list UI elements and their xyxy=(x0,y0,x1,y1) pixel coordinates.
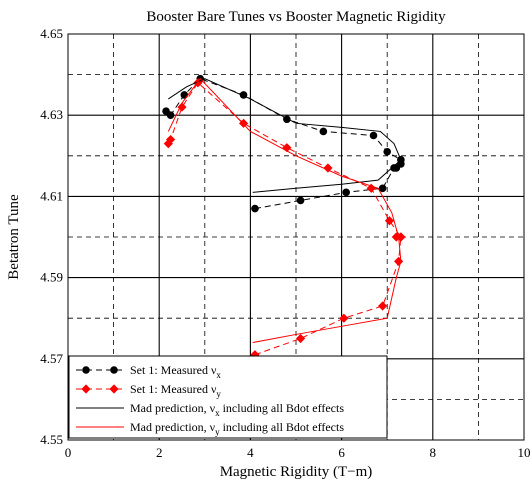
series-4 xyxy=(167,77,402,344)
data-point xyxy=(384,216,395,226)
x-tick-label: 2 xyxy=(156,445,163,460)
chart-title: Booster Bare Tunes vs Booster Magnetic R… xyxy=(146,9,446,25)
legend-entry: Mad prediction, νy including all Bdot ef… xyxy=(76,420,344,437)
data-point xyxy=(238,118,249,128)
x-tick-labels: 0 2 4 6 8 10 xyxy=(65,445,531,460)
data-point xyxy=(323,163,333,173)
data-point xyxy=(366,183,376,193)
series-1 xyxy=(162,74,405,213)
series-layer xyxy=(162,74,406,360)
data-point xyxy=(177,102,187,112)
y-tick-label: 4.59 xyxy=(40,270,63,285)
x-tick-label: 4 xyxy=(247,445,254,460)
y-tick-label: 4.55 xyxy=(40,432,63,447)
y-tick-labels: 4.55 4.57 4.59 4.61 4.63 4.65 xyxy=(40,26,63,447)
data-point xyxy=(163,139,173,149)
y-tick-label: 4.61 xyxy=(40,188,63,203)
data-point xyxy=(342,188,350,197)
data-point xyxy=(251,204,259,213)
series-line xyxy=(167,77,402,344)
legend-entry: Set 1: Measured νy xyxy=(76,382,221,399)
legend-entry: Mad prediction, νx including all Bdot ef… xyxy=(76,401,344,418)
x-tick-label: 10 xyxy=(518,445,531,460)
series-3 xyxy=(168,78,402,193)
x-tick-label: 6 xyxy=(338,445,345,460)
data-point xyxy=(392,164,401,172)
data-point xyxy=(296,196,305,205)
data-point xyxy=(369,131,378,140)
data-point xyxy=(110,366,118,374)
legend: Set 1: Measured νx Set 1: Measured νy Mad … xyxy=(68,355,388,439)
legend-label: Mad prediction, νx including all Bdot ef… xyxy=(130,401,344,418)
data-point xyxy=(109,384,119,394)
data-point xyxy=(250,350,260,360)
x-tick-label: 8 xyxy=(430,445,437,460)
legend-label: Mad prediction, νy including all Bdot ef… xyxy=(130,420,344,437)
data-point xyxy=(82,366,90,374)
series-line xyxy=(167,81,402,356)
data-point xyxy=(81,384,91,394)
data-point xyxy=(162,107,170,115)
series-line xyxy=(168,78,402,193)
data-point xyxy=(339,313,349,323)
plot-frame xyxy=(67,33,525,441)
data-point xyxy=(383,147,392,156)
x-axis-title: Magnetic Rigidity (T−m) xyxy=(220,464,373,480)
y-tick-label: 4.57 xyxy=(40,351,63,366)
x-tick-label: 0 xyxy=(65,445,72,460)
data-point xyxy=(378,301,388,311)
legend-label: Set 1: Measured νy xyxy=(130,382,221,399)
data-point xyxy=(394,256,404,266)
y-tick-label: 4.63 xyxy=(40,107,63,122)
data-point xyxy=(378,184,387,193)
y-axis-title: Betatron Tune xyxy=(6,194,22,280)
data-point xyxy=(319,127,328,136)
data-point xyxy=(295,333,306,344)
legend-entry: Set 1: Measured νx xyxy=(76,363,221,380)
legend-label: Set 1: Measured νx xyxy=(130,363,221,380)
y-tick-label: 4.65 xyxy=(40,26,63,41)
data-point xyxy=(180,91,189,99)
